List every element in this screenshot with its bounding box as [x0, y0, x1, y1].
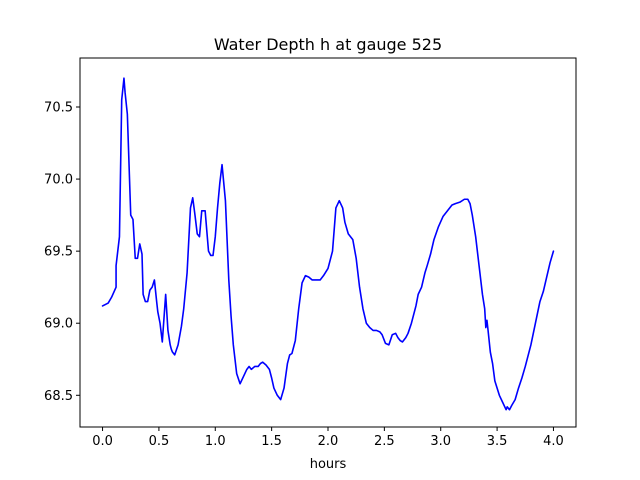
x-axis-label: hours [310, 457, 347, 472]
y-tick-label: 69.0 [44, 317, 73, 332]
x-tick-label: 1.0 [205, 434, 226, 449]
y-tick-label: 70.5 [44, 101, 73, 116]
x-tick-label: 1.5 [261, 434, 282, 449]
y-tick-label: 70.0 [44, 173, 73, 188]
plot-frame [79, 57, 577, 428]
x-tick-label: 0.5 [149, 434, 170, 449]
x-tick-label: 3.5 [487, 434, 508, 449]
plot-area [79, 57, 577, 428]
x-tick-label: 2.0 [318, 434, 339, 449]
x-tick-label: 2.5 [374, 434, 395, 449]
x-tick-label: 3.0 [430, 434, 451, 449]
x-tick-label: 0.0 [92, 434, 113, 449]
chart-title: Water Depth h at gauge 525 [214, 35, 442, 54]
y-tick-label: 69.5 [44, 245, 73, 260]
y-tick-label: 68.5 [44, 389, 73, 404]
y-axis: 68.5 69.0 69.5 70.0 70.5 [44, 101, 80, 404]
series-line [101, 77, 555, 411]
x-axis: 0.0 0.5 1.0 1.5 2.0 2.5 3.0 3.5 4.0 [92, 427, 564, 449]
x-tick-label: 4.0 [543, 434, 564, 449]
